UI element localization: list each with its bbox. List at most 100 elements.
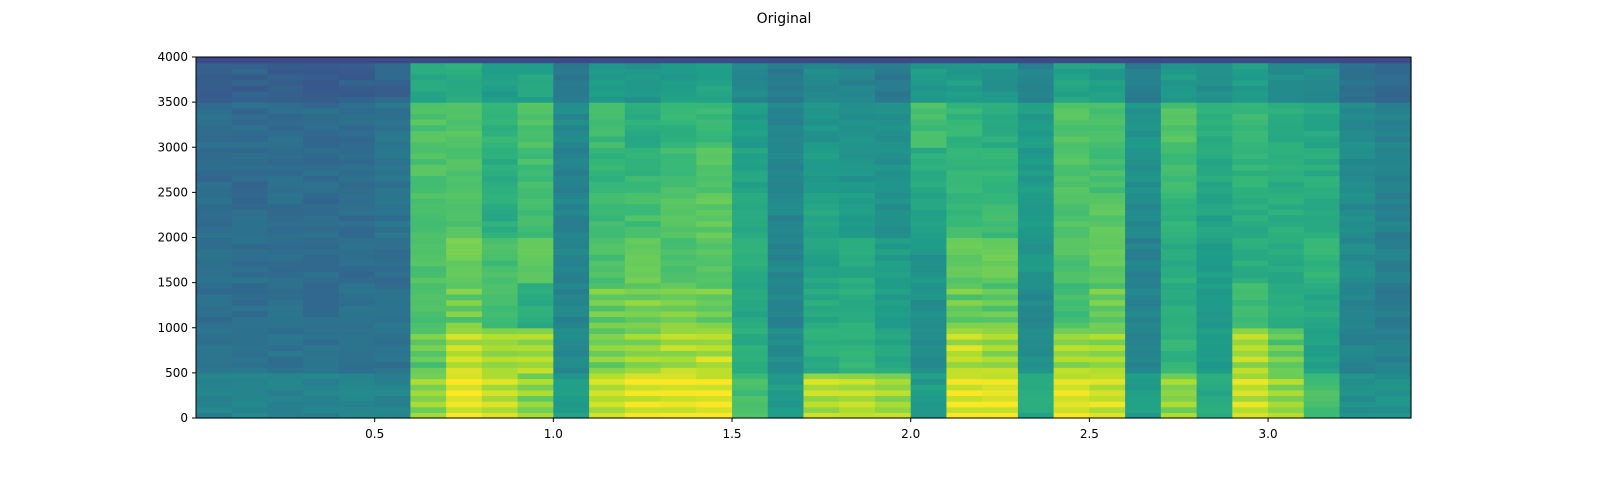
- heatmap-cell: [553, 198, 590, 205]
- heatmap-cell: [303, 333, 340, 340]
- heatmap-cell: [1375, 243, 1412, 250]
- heatmap-cell: [982, 209, 1019, 216]
- heatmap-cell: [1089, 237, 1126, 244]
- heatmap-cell: [410, 237, 447, 244]
- heatmap-cell: [589, 220, 626, 227]
- heatmap-cell: [803, 299, 840, 306]
- heatmap-cell: [1017, 276, 1055, 284]
- heatmap-cell: [1232, 192, 1269, 199]
- heatmap-cell: [1375, 344, 1412, 351]
- heatmap-cell: [446, 192, 483, 199]
- heatmap-cell: [767, 209, 805, 216]
- heatmap-cell: [696, 299, 733, 306]
- heatmap-cell: [553, 135, 590, 143]
- heatmap-cell: [946, 62, 983, 69]
- heatmap-cell: [446, 350, 483, 357]
- heatmap-cell: [1017, 384, 1055, 391]
- heatmap-cell: [553, 271, 590, 278]
- heatmap-cell: [338, 231, 376, 239]
- heatmap-cell: [481, 378, 519, 385]
- heatmap-cell: [839, 130, 876, 137]
- heatmap-cell: [1339, 248, 1376, 256]
- heatmap-cell: [231, 299, 269, 306]
- heatmap-cell: [446, 181, 483, 188]
- heatmap-cell: [231, 119, 269, 126]
- heatmap-cell: [1089, 169, 1126, 177]
- heatmap-cell: [446, 299, 483, 306]
- heatmap-cell: [946, 378, 983, 385]
- heatmap-cell: [231, 158, 269, 165]
- heatmap-cell: [267, 339, 304, 346]
- heatmap-cell: [303, 90, 340, 98]
- heatmap-cell: [1160, 135, 1198, 143]
- heatmap-cell: [374, 113, 412, 120]
- heatmap-cell: [839, 339, 876, 346]
- heatmap-cell: [1160, 288, 1198, 295]
- heatmap-cell: [1268, 299, 1305, 306]
- heatmap-cell: [303, 406, 340, 413]
- heatmap-cell: [874, 164, 912, 171]
- heatmap-cell: [1053, 62, 1090, 69]
- heatmap-cell: [696, 350, 733, 357]
- heatmap-cell: [946, 147, 983, 154]
- heatmap-cell: [660, 243, 697, 250]
- heatmap-cell: [589, 79, 626, 86]
- heatmap-cell: [553, 344, 590, 351]
- heatmap-cell: [767, 73, 805, 81]
- heatmap-cell: [481, 85, 519, 92]
- heatmap-cell: [410, 327, 447, 334]
- heatmap-cell: [767, 254, 805, 261]
- heatmap-cell: [196, 299, 233, 306]
- heatmap-cell: [517, 192, 554, 199]
- heatmap-cell: [732, 231, 769, 239]
- heatmap-cell: [553, 401, 590, 408]
- heatmap-cell: [553, 181, 590, 188]
- heatmap-cell: [1303, 85, 1341, 92]
- heatmap-cell: [1196, 384, 1233, 391]
- heatmap-cell: [1268, 226, 1305, 233]
- heatmap-cell: [982, 68, 1019, 75]
- heatmap-cell: [660, 378, 697, 385]
- heatmap-cell: [446, 124, 483, 131]
- heatmap-cell: [839, 293, 876, 301]
- heatmap-cell: [517, 389, 554, 397]
- heatmap-cell: [1089, 158, 1126, 165]
- heatmap-cell: [374, 316, 412, 323]
- heatmap-cell: [910, 62, 948, 69]
- heatmap-cell: [267, 158, 304, 165]
- heatmap-cell: [839, 243, 876, 250]
- heatmap-cell: [589, 322, 626, 329]
- heatmap-cell: [1303, 209, 1341, 216]
- heatmap-cell: [446, 333, 483, 340]
- heatmap-cell: [267, 389, 304, 397]
- heatmap-cell: [1196, 107, 1233, 115]
- heatmap-cell: [660, 198, 697, 205]
- heatmap-cell: [624, 102, 662, 109]
- heatmap-cell: [1232, 209, 1269, 216]
- heatmap-cell: [660, 384, 697, 391]
- heatmap-cell: [910, 372, 948, 380]
- heatmap-cell: [196, 322, 233, 329]
- heatmap-cell: [231, 141, 269, 148]
- heatmap-cell: [982, 265, 1019, 272]
- heatmap-cell: [1339, 164, 1376, 171]
- heatmap-cell: [267, 175, 304, 182]
- heatmap-cell: [696, 265, 733, 272]
- heatmap-cell: [946, 406, 983, 413]
- heatmap-cell: [874, 147, 912, 154]
- heatmap-cell: [231, 310, 269, 318]
- heatmap-cell: [982, 107, 1019, 115]
- heatmap-cell: [589, 231, 626, 239]
- heatmap-cell: [1053, 389, 1090, 397]
- heatmap-cell: [1232, 226, 1269, 233]
- heatmap-cell: [767, 237, 805, 244]
- heatmap-cell: [1339, 282, 1376, 289]
- heatmap-cell: [196, 265, 233, 272]
- heatmap-cell: [803, 214, 840, 222]
- heatmap-cell: [1125, 237, 1162, 244]
- heatmap-cell: [446, 169, 483, 177]
- heatmap-cell: [1196, 209, 1233, 216]
- heatmap-cell: [696, 361, 733, 368]
- heatmap-cell: [1196, 395, 1233, 402]
